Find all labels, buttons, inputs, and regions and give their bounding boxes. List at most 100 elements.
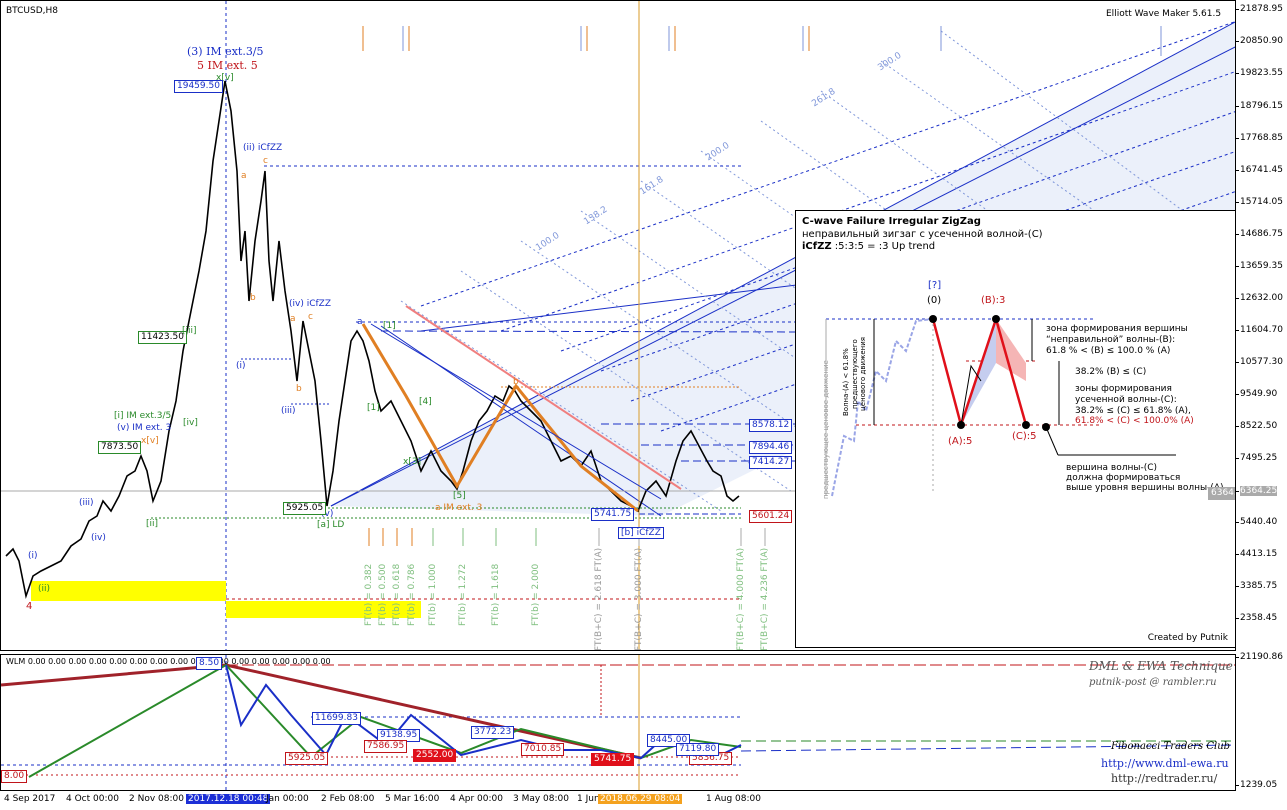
pattern-q-label: [?]: [928, 280, 942, 291]
price-tag-5601[interactable]: 5601.24: [749, 510, 793, 523]
sub-tag-3772: 3772.23: [471, 726, 515, 739]
wave-v-small-label: (v): [321, 509, 334, 519]
zone-bc-label: 38.2% (B) ≤ (C): [1075, 367, 1147, 377]
price-tick: 17768.85: [1236, 133, 1283, 143]
pattern-formula: iCfZZ :5:3:5 = :3 Up trend: [802, 241, 935, 252]
top-c-line2: должна формироваться: [1066, 473, 1181, 483]
time-tick-current: 2018.06.29 08:04: [598, 794, 683, 804]
fib-label-4000: FT(B+C) = 4.000 FT(A): [736, 547, 746, 651]
high-price-tag[interactable]: 19459.50: [174, 80, 223, 93]
sub-tag-7119: 7119.80: [676, 743, 720, 756]
pattern-diagram: [825, 314, 1176, 497]
wave-iv-small-label: (iv): [91, 533, 106, 543]
wave-b-icfzz-label: [b] iCfZZ: [618, 527, 664, 539]
wave-ii-icfzz-label: (ii) iCfZZ: [243, 143, 283, 153]
wave-5-box: [5]: [453, 491, 466, 501]
wave-a-im-label: a IM ext. 3: [435, 503, 483, 513]
time-tick: 2 Nov 08:00: [129, 794, 184, 804]
sub-top-tag: 8.50: [196, 657, 223, 670]
price-tick-current: 6364.25: [1235, 486, 1278, 496]
wave-b-small-label: b: [513, 377, 519, 387]
fib-label-2000: FT(b) = 2.000: [531, 563, 541, 626]
price-tick: 5440.40: [1235, 517, 1278, 527]
pattern-c5-label: (C):5: [1012, 431, 1037, 442]
vert-label-4: предшествующее ценовое движение: [822, 360, 830, 499]
wave-iii-label: (iii): [281, 406, 296, 416]
price-tick: 18796.15: [1236, 101, 1283, 111]
price-tag-11423[interactable]: 11423.50: [138, 331, 187, 344]
wave-a-label-1: a: [241, 171, 247, 181]
top-c-line3: выше уровня вершины волны-(А): [1066, 483, 1224, 493]
price-tick: 2358.45: [1235, 613, 1278, 623]
price-tick: 9549.90: [1235, 389, 1278, 399]
time-tick: Jan 00:00: [266, 794, 309, 804]
wave-v-small-marker: x[v]: [141, 436, 159, 446]
pattern-credit: Created by Putnik: [1147, 633, 1228, 643]
pattern-info-panel: C-wave Failure Irregular ZigZag неправил…: [795, 210, 1235, 648]
yellow-zone-left: [31, 581, 226, 601]
fib-label-2618: FT(B+C) = 2.618 FT(A): [594, 547, 604, 651]
fib-label-0786: FT(b) = 0.786: [407, 563, 417, 626]
zone-c-line3: 38.2% ≤ (C) ≤ 61.8% (A),: [1075, 406, 1191, 416]
wave-1-box: [1]: [383, 321, 396, 331]
wave-3-label: (3) IM ext.3/5: [187, 45, 264, 58]
price-tick: 13659.35: [1236, 261, 1283, 271]
price-scale[interactable]: 21878.95 20850.90 19823.55 18796.15 1776…: [1235, 0, 1287, 791]
wave-a-label-2: a: [290, 314, 296, 324]
pattern-zero-label: (0): [927, 295, 942, 306]
price-tag-5925[interactable]: 5925.05: [283, 502, 327, 515]
subchart-svg: [1, 655, 1235, 790]
sub-tag-5925: 5925.05: [285, 752, 329, 765]
fan-channel-lines: [330, 21, 1235, 517]
wave-4-box: [4]: [419, 397, 432, 407]
wave-a-small-label: a: [357, 317, 363, 327]
main-price-chart[interactable]: BTCUSD,H8 Elliott Wave Maker 5.61.5 (3) …: [0, 0, 1236, 651]
wave-iii-small-label: (iii): [79, 498, 94, 508]
zone-b-title: зона формирования вершины: [1046, 324, 1188, 334]
time-tick: 4 Apr 00:00: [450, 794, 503, 804]
current-price-tag: 6364.25: [1208, 487, 1235, 500]
price-tick: 14686.75: [1236, 229, 1283, 239]
zone-c-line2: усеченной волны-(С):: [1075, 395, 1177, 405]
sub-tag-2552: 2552.00: [413, 749, 457, 762]
link-redtrader[interactable]: http://redtrader.ru/: [1111, 772, 1218, 785]
wave-iv-icfzz-label: (iv) iCfZZ: [289, 299, 331, 309]
wave-ii-small-label: (ii): [38, 584, 51, 594]
wave-ii-box: [ii]: [146, 519, 159, 529]
time-tick-highlight: 2017.12.18 00:48: [186, 794, 271, 804]
wave-c-label-1: c: [263, 156, 268, 166]
price-tag-7894[interactable]: 7894.46: [749, 441, 793, 454]
fib-label-1618: FT(b) = 1.618: [491, 563, 501, 626]
yellow-zone-right: [226, 601, 421, 618]
price-tick: 21878.95: [1236, 4, 1283, 14]
watermark-dml: DML & EWA Technique: [1089, 659, 1233, 673]
price-tick: 16741.45: [1236, 165, 1283, 175]
price-tick: 11604.70: [1236, 325, 1283, 335]
zone-b-line3: 61.8 % < (B) ≤ 100.0 % (A): [1046, 346, 1171, 356]
price-tag-8578[interactable]: 8578.12: [749, 419, 793, 432]
subchart-title: WLM 0.00 0.00 0.00 0.00 0.00 0.00 0.00 0…: [6, 657, 331, 666]
fib-time-markers: [368, 528, 766, 546]
top-time-markers: [362, 26, 1162, 56]
wave-a-ld-label: [a] LD: [317, 520, 345, 530]
sub-left-tag: 8.00: [1, 770, 28, 783]
price-tag-7873[interactable]: 7873.50: [98, 441, 142, 454]
indicator-name: Elliott Wave Maker 5.61.5: [1106, 9, 1222, 19]
fan-channel-area: [331, 22, 1235, 516]
pattern-title: C-wave Failure Irregular ZigZag: [802, 216, 981, 227]
fib-label-3000: FT(B+C) = 3.000 FT(A): [634, 547, 644, 651]
time-tick: 4 Oct 00:00: [66, 794, 119, 804]
price-tag-7414[interactable]: 7414.27: [749, 456, 793, 469]
sub-tag-7586: 7586.95: [364, 740, 408, 753]
sub-tag-11699: 11699.83: [312, 712, 361, 725]
link-dml-ewa[interactable]: http://www.dml-ewa.ru: [1101, 757, 1229, 770]
wave-iii-box: [iii]: [182, 326, 197, 336]
orange-wave-path: [361, 323, 639, 513]
blue-trend-line: [370, 323, 662, 500]
price-tick: 4413.15: [1235, 549, 1278, 559]
price-tag-5741[interactable]: 5741.75: [591, 508, 635, 521]
time-scale[interactable]: 4 Sep 2017 4 Oct 00:00 2 Nov 08:00 2017.…: [0, 791, 1236, 810]
watermark-ftc: Fibonacci Traders Club: [1111, 741, 1231, 752]
wave-indicator-subchart[interactable]: WLM 0.00 0.00 0.00 0.00 0.00 0.00 0.00 0…: [0, 654, 1236, 791]
wave-i-label: (i): [236, 361, 246, 371]
